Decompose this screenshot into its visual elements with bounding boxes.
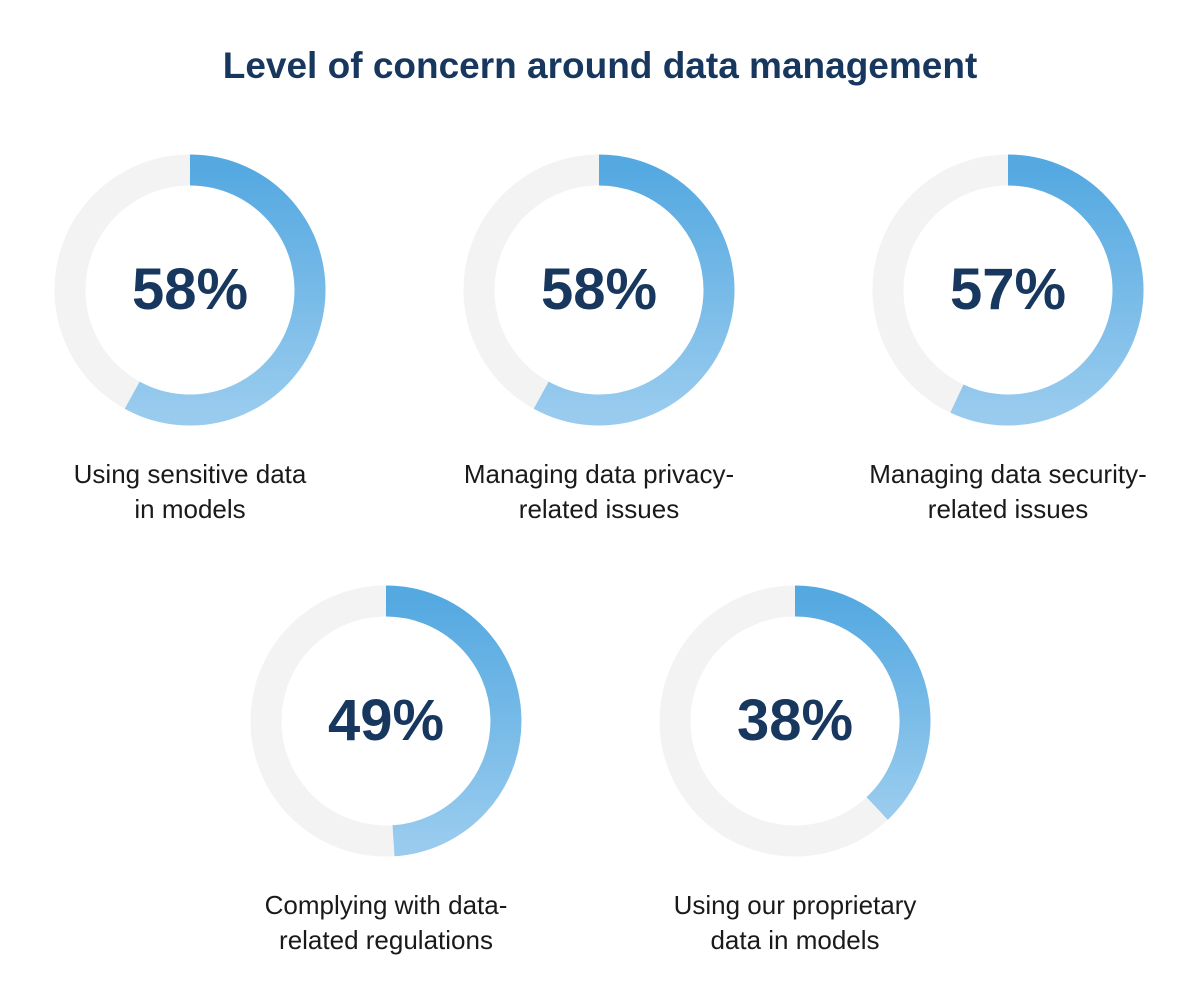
donut-category-label-line: in models	[134, 494, 246, 524]
donut-category-label-line: related issues	[518, 494, 680, 524]
donut-value-label: 58%	[540, 257, 658, 322]
donut-category-label-line: Managing data security-	[869, 459, 1147, 489]
donut-category-label: Managing data security-related issues	[818, 457, 1198, 527]
donut-chart	[659, 585, 931, 857]
donut-value-label: 57%	[949, 257, 1067, 322]
donut-category-label: Using sensitive data in models	[0, 457, 380, 527]
chart-title: Level of concern around data management	[222, 45, 978, 86]
donut-category-label-line: data in models	[710, 925, 880, 955]
donut-category-label-line: Managing data privacy-	[463, 459, 735, 489]
donut-category-label-line: Using our proprietary	[673, 890, 917, 920]
donut-category-label-line: related issues	[927, 494, 1089, 524]
donut-chart	[54, 154, 326, 426]
donut-category-label: Using our proprietary data in models	[605, 888, 985, 958]
donut-value-label: 58%	[131, 257, 249, 322]
donut-chart	[463, 154, 735, 426]
donut-value-label: 38%	[736, 688, 854, 753]
donut-category-label-line: Complying with data-	[264, 890, 508, 920]
donut-value-arc	[385, 585, 522, 857]
donut-chart	[872, 154, 1144, 426]
donut-value-label: 49%	[327, 688, 445, 753]
donut-value-arc	[794, 585, 931, 820]
donut-category-label-line: Using sensitive data	[73, 459, 307, 489]
donut-value-arc	[950, 154, 1144, 426]
donut-value-arc	[533, 154, 735, 426]
donut-category-label: Complying with data-related regulations	[196, 888, 576, 958]
donut-category-label: Managing data privacy-related issues	[409, 457, 789, 527]
donut-chart	[250, 585, 522, 857]
donut-category-label-line: related regulations	[279, 925, 493, 955]
donut-value-arc	[124, 154, 326, 426]
